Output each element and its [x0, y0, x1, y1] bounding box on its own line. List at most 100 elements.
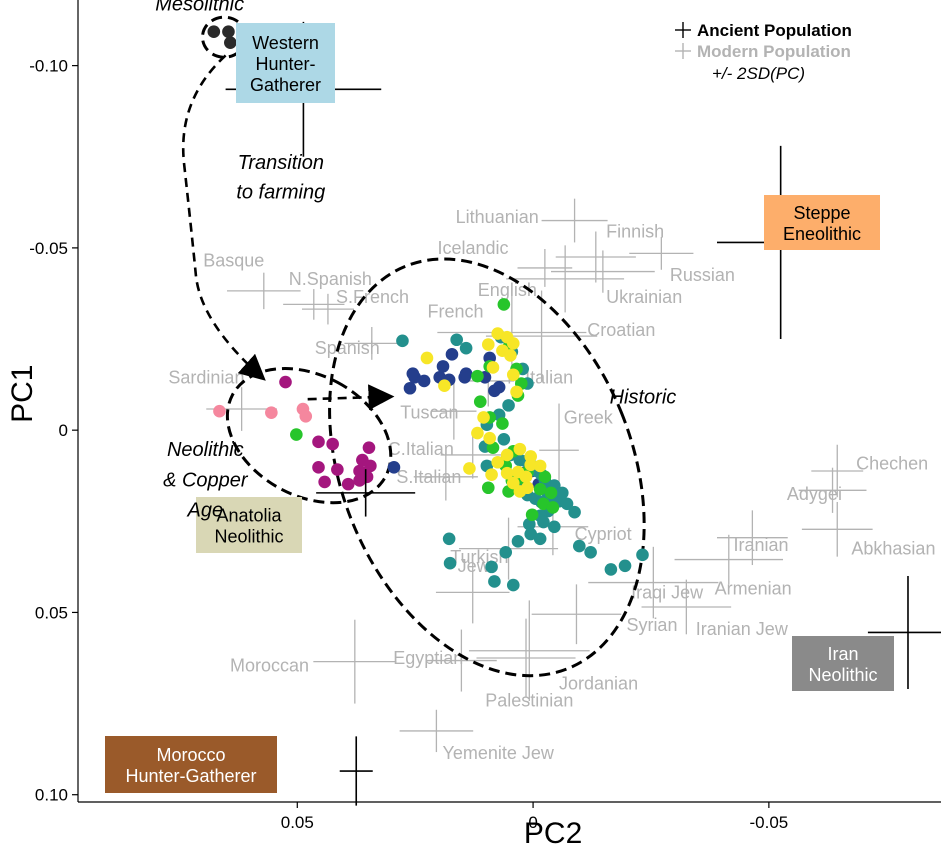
ancient-anatolia-neolithic-box — [196, 497, 302, 553]
arrow-neolithic-to-historic — [307, 384, 395, 411]
sample-point-mesolithic — [224, 36, 237, 49]
ancient-steppe-eneolithic-label-line: Eneolithic — [783, 224, 861, 244]
ancient-populations: WesternHunter-GathererSteppeEneolithicAn… — [105, 21, 941, 806]
modern-s-french-label: S.French — [336, 287, 409, 307]
sample-point-yellow — [533, 459, 547, 473]
sample-point-yellow — [483, 431, 496, 445]
sample-point-yellow — [500, 466, 514, 480]
sample-point-pink — [265, 406, 278, 419]
modern-adygei-label: Adygei — [787, 484, 842, 504]
sample-point-yellow — [471, 426, 484, 440]
modern-armenian-label: Armenian — [715, 579, 792, 599]
modern-syrian-label: Syrian — [626, 615, 677, 635]
sample-point-teal — [636, 548, 649, 562]
modern-c-italian-label: C.Italian — [388, 439, 454, 459]
annotation-transition: Transition — [238, 152, 324, 174]
y-tick-label: -0.05 — [29, 239, 68, 258]
modern-sardinian-label: Sardinian — [168, 367, 244, 387]
annotation-neolithic: Neolithic — [167, 439, 244, 461]
x-tick-label: 0 — [528, 813, 537, 832]
ancient-iran-neolithic-label-line: Iran — [827, 644, 858, 664]
ancient-steppe-eneolithic-box — [764, 195, 880, 250]
sample-point-yellow — [500, 448, 514, 462]
modern-s-italian-label: S.Italian — [396, 467, 461, 487]
sample-point-teal — [459, 341, 473, 355]
annotation-historic: Historic — [610, 387, 677, 409]
modern-jew-label: Jew — [458, 556, 491, 576]
x-axis-title: PC2 — [524, 817, 582, 850]
sample-point-magenta — [362, 441, 376, 454]
plot-area: 0.05 0 -0.05 -0.10 -0.05 0 0.05 0.10 Lithuanian… — [29, 0, 941, 832]
sample-point-yellow — [486, 361, 500, 374]
ancient-anatolia-neolithic-label-line: Anatolia — [216, 506, 282, 526]
legend-ancient-label: Ancient Population — [697, 21, 852, 40]
sample-point-yellow — [506, 368, 520, 382]
sample-point-teal — [450, 333, 463, 347]
sample-point-green — [546, 501, 560, 514]
sample-point-green — [486, 441, 500, 454]
sample-point-green — [481, 481, 495, 495]
ellipse-historic — [328, 257, 646, 678]
y-axis-title: PC1 — [6, 365, 39, 423]
sample-point-navy — [403, 381, 417, 395]
sample-point-mesolithic — [222, 25, 235, 39]
sample-point-teal — [572, 539, 586, 553]
sample-point-teal — [533, 532, 547, 546]
modern-iranian-label: Iranian — [734, 535, 789, 555]
modern-chechen-label: Chechen — [856, 454, 928, 474]
sample-point-teal — [488, 575, 501, 588]
sample-point-magenta — [360, 470, 374, 484]
sample-point-teal — [396, 334, 409, 348]
sample-point-magenta — [312, 435, 325, 449]
sample-point-yellow — [513, 485, 527, 498]
sample-points — [207, 25, 649, 592]
axis-ticks: 0.05 0 -0.05 -0.10 -0.05 0 0.05 0.10 — [29, 57, 788, 832]
sample-point-teal — [618, 559, 632, 573]
sample-point-yellow — [485, 468, 498, 481]
ancient-iran-neolithic-box — [792, 636, 894, 691]
sample-point-navy — [459, 367, 473, 380]
modern-iraqi-jew-label: Iraqi Jew — [631, 582, 704, 602]
ancient-steppe-eneolithic-label-line: Steppe — [793, 203, 850, 223]
ancient-western-hunter-gatherer-label-line: Hunter- — [255, 54, 315, 74]
sample-point-teal — [523, 517, 536, 531]
sample-point-teal — [556, 486, 569, 500]
sample-point-green — [525, 508, 539, 522]
sample-point-pink — [213, 404, 226, 418]
sample-point-green — [496, 417, 509, 430]
sample-point-magenta — [326, 437, 339, 451]
x-tick-label: 0.05 — [281, 813, 314, 832]
sample-point-yellow — [438, 379, 451, 392]
ancient-western-hunter-gatherer-label-line: Gatherer — [250, 75, 321, 95]
modern-icelandic-label: Icelandic — [438, 238, 509, 258]
sample-point-magenta — [312, 461, 325, 474]
sample-point-teal — [584, 545, 597, 559]
ancient-western-hunter-gatherer-box — [236, 23, 335, 103]
sample-point-teal — [497, 432, 511, 446]
sample-point-magenta — [341, 477, 355, 491]
y-tick-label: 0 — [59, 421, 68, 440]
sample-point-navy — [445, 348, 459, 361]
sample-point-green — [544, 486, 558, 500]
annotation-age: Age — [187, 500, 224, 522]
modern-spanish-label: Spanish — [315, 338, 380, 358]
modern-finnish-label: Finnish — [606, 221, 664, 241]
sample-point-teal — [499, 545, 513, 559]
sample-point-teal — [442, 532, 456, 546]
sample-point-yellow — [524, 458, 538, 472]
modern-yemenite-jew-label: Yemenite Jew — [443, 743, 555, 763]
ancient-morocco-hunter-gatherer-label-line: Hunter-Gatherer — [125, 766, 256, 786]
sample-point-yellow — [491, 327, 505, 340]
sample-point-teal — [502, 399, 515, 412]
sample-point-navy — [488, 384, 501, 398]
modern-greek-label: Greek — [564, 407, 614, 427]
modern-french-label: French — [428, 302, 484, 322]
sample-point-pink — [299, 410, 313, 423]
sample-point-yellow — [519, 470, 533, 484]
annotation-copper: & Copper — [163, 469, 249, 491]
sample-point-teal — [506, 578, 520, 592]
sample-point-teal — [443, 556, 457, 570]
sample-point-green — [533, 482, 547, 496]
sample-point-yellow — [463, 462, 476, 475]
modern-jordanian-label: Jordanian — [559, 674, 638, 694]
